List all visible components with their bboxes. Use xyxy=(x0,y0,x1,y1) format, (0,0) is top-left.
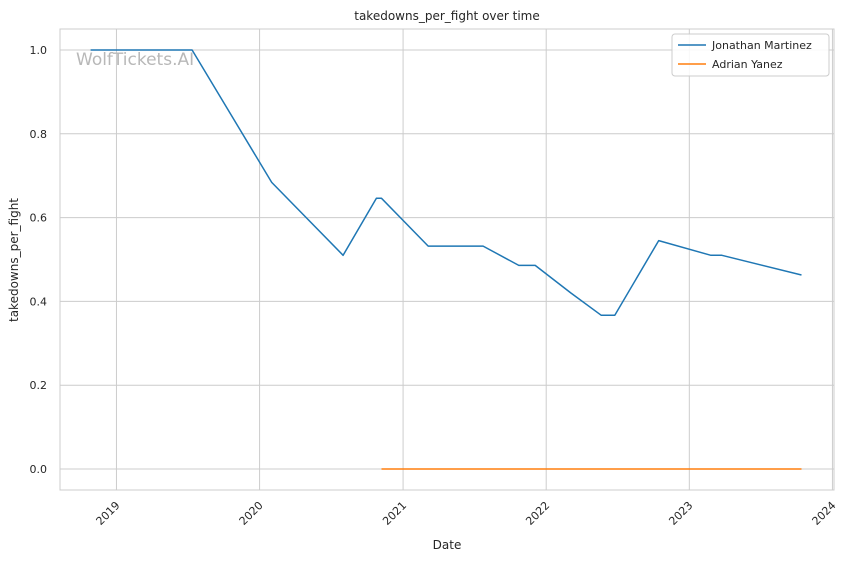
x-axis-label: Date xyxy=(433,538,462,552)
legend-box xyxy=(671,33,830,77)
y-tick-label: 0.0 xyxy=(30,463,48,476)
x-tick-label: 2022 xyxy=(523,499,552,528)
y-tick-label: 1.0 xyxy=(30,44,48,57)
tick-labels: 2019 2020 2021 2022 2023 2024 0.0 0.2 0.4 0.6 0.8 1… xyxy=(30,44,839,528)
y-tick-label: 0.4 xyxy=(30,295,48,308)
series-lines xyxy=(90,49,802,470)
y-tick-label: 0.2 xyxy=(30,379,48,392)
x-tick-label: 2023 xyxy=(666,499,695,528)
x-tick-label: 2021 xyxy=(380,499,409,528)
y-tick-label: 0.8 xyxy=(30,128,48,141)
grid-lines xyxy=(60,29,834,490)
watermark: WolfTickets.AI xyxy=(76,50,194,70)
chart-title: takedowns_per_fight over time xyxy=(354,9,540,23)
y-tick-label: 0.6 xyxy=(30,212,48,225)
legend: Jonathan Martinez Adrian Yanez xyxy=(671,33,830,77)
legend-label-adrian-yanez: Adrian Yanez xyxy=(712,58,783,71)
plot-frame xyxy=(59,28,835,491)
series-line-jonathan-martinez xyxy=(90,49,802,316)
x-tick-label: 2020 xyxy=(237,499,266,528)
x-tick-label: 2024 xyxy=(810,499,839,528)
x-tick-label: 2019 xyxy=(94,499,123,528)
y-axis-label: takedowns_per_fight xyxy=(7,198,21,322)
legend-label-jonathan-martinez: Jonathan Martinez xyxy=(711,39,812,52)
